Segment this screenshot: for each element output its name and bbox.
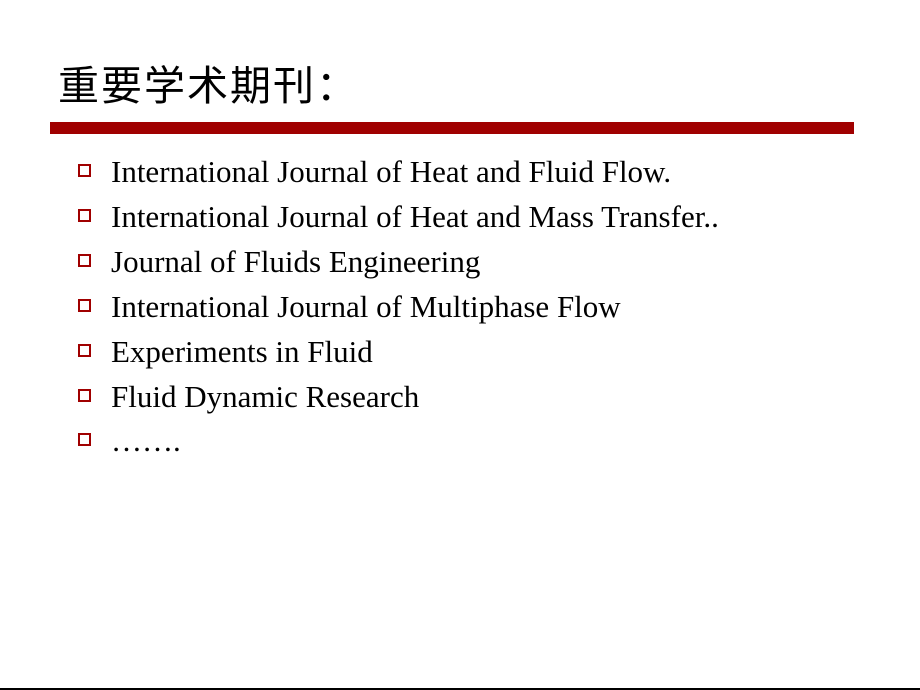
list-item: ……. <box>78 421 862 462</box>
list-item-text: International Journal of Heat and Mass T… <box>111 197 862 238</box>
title-underline-bar <box>50 122 854 134</box>
slide-container: 重要学术期刊： International Journal of Heat an… <box>0 0 920 690</box>
journal-list: International Journal of Heat and Fluid … <box>58 152 862 462</box>
list-item-text: Experiments in Fluid <box>111 332 862 373</box>
list-item: Journal of Fluids Engineering <box>78 242 862 283</box>
bullet-icon <box>78 209 91 222</box>
list-item-text: Fluid Dynamic Research <box>111 377 862 418</box>
list-item-text: Journal of Fluids Engineering <box>111 242 862 283</box>
list-item-text: International Journal of Multiphase Flow <box>111 287 862 328</box>
list-item: International Journal of Heat and Fluid … <box>78 152 862 193</box>
list-item: International Journal of Heat and Mass T… <box>78 197 862 238</box>
list-item: International Journal of Multiphase Flow <box>78 287 862 328</box>
list-item: Experiments in Fluid <box>78 332 862 373</box>
bullet-icon <box>78 299 91 312</box>
list-item-text: International Journal of Heat and Fluid … <box>111 152 862 193</box>
list-item-text: ……. <box>111 421 862 462</box>
bullet-icon <box>78 254 91 267</box>
slide-title: 重要学术期刊： <box>58 52 862 112</box>
bullet-icon <box>78 389 91 402</box>
bullet-icon <box>78 344 91 357</box>
list-item: Fluid Dynamic Research <box>78 377 862 418</box>
bullet-icon <box>78 164 91 177</box>
bullet-icon <box>78 433 91 446</box>
